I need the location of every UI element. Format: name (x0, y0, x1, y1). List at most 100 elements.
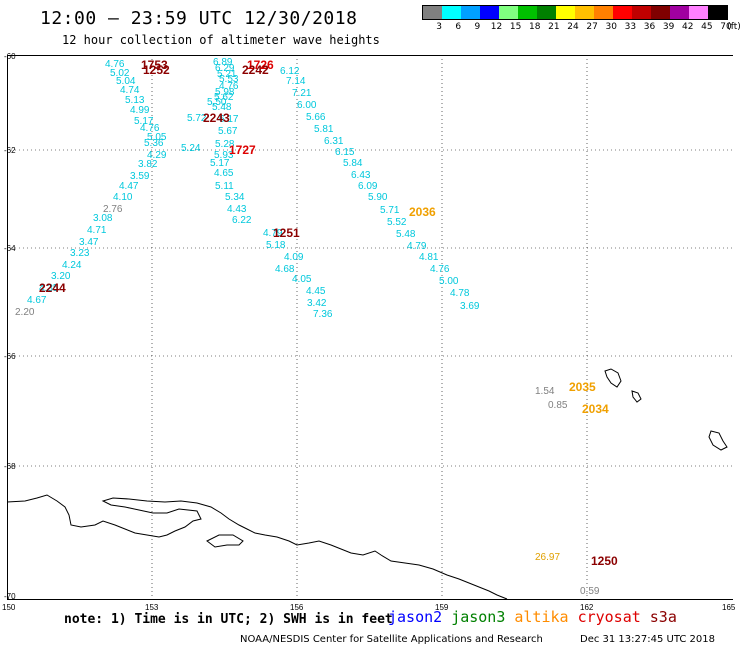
wave-height-value: 4.05 (292, 274, 312, 285)
wave-height-value: 4.99 (130, 105, 150, 116)
lon-label: 150 (2, 603, 16, 612)
wave-height-value: 0.59 (580, 586, 600, 597)
wave-height-value: 4.81 (419, 252, 439, 263)
wave-height-value: 5.11 (215, 181, 234, 192)
pass-time-label: 2034 (582, 402, 609, 416)
wave-height-value: 5.50 (207, 97, 227, 108)
wave-height-value: 5.48 (396, 229, 416, 240)
wave-height-value: 3.20 (51, 271, 71, 282)
lat-label: -64 (4, 244, 16, 253)
legend-tick-label: 3 (436, 22, 442, 32)
legend-tick-label: 42 (682, 22, 694, 32)
wave-height-value: 6.43 (351, 170, 371, 181)
wave-height-value: 4.79 (263, 228, 283, 239)
legend-unit-label: (ft) (727, 22, 740, 32)
lat-label: -66 (4, 352, 16, 361)
wave-height-value: 4.76 (105, 59, 125, 70)
legend-swatch (537, 6, 556, 19)
satellite-legend: jason2 jason3 altika cryosat s3a (388, 608, 686, 626)
legend-swatch (594, 6, 613, 19)
pass-time-label: 2242 (242, 63, 269, 77)
legend-swatch (423, 6, 442, 19)
island-shape (708, 430, 728, 451)
wave-height-value: 4.67 (27, 295, 47, 306)
wave-height-value: 5.84 (343, 158, 363, 169)
wave-height-value: 6.12 (280, 66, 300, 77)
wave-height-map: 4.765.025.044.745.134.995.174.765.055.36… (7, 55, 733, 600)
pass-time-label: 1753 (141, 58, 168, 72)
wave-height-value: 5.02 (110, 68, 130, 79)
pass-time-label: 2035 (569, 380, 596, 394)
lon-label: 159 (435, 603, 449, 612)
legend-swatch (556, 6, 575, 19)
satellite-legend-item: s3a (649, 608, 677, 626)
wave-height-value: 3.47 (79, 237, 99, 248)
pass-time-label: 1252 (143, 63, 170, 77)
wave-height-value: 5.72 (187, 113, 207, 124)
wave-height-value: 6.89 (213, 57, 233, 68)
wave-height-value: 5.53 (219, 74, 239, 85)
legend-swatch (670, 6, 689, 19)
wave-height-value: 5.93 (214, 150, 234, 161)
wave-height-value: 5.62 (214, 92, 234, 103)
island-shape (631, 390, 642, 403)
legend-tick-label: 21 (548, 22, 560, 32)
wave-height-value: 5.34 (225, 192, 245, 203)
legend-swatch (442, 6, 461, 19)
wave-height-value: 1.54 (535, 386, 555, 397)
wave-height-value: 5.17 (134, 116, 154, 127)
wave-height-value: 4.29 (147, 150, 167, 161)
legend-tick-labels: 3 6 9 12 15 18 21 24 27 30 33 36 39 42 45 70 (ft) (422, 20, 740, 34)
pass-time-label: 2244 (39, 281, 66, 295)
legend-tick-label: 6 (455, 22, 462, 32)
pass-time-label: 1250 (591, 554, 618, 568)
wave-height-value: 4.10 (113, 192, 133, 203)
wave-height-value: 5.21 (217, 69, 237, 80)
generated-timestamp: Dec 31 13:27:45 UTC 2018 (580, 634, 715, 645)
legend-tick-label: 39 (662, 22, 675, 32)
wave-height-value: 3.23 (70, 248, 90, 259)
lon-label: 165 (722, 603, 736, 612)
wave-height-value: 2.20 (15, 307, 35, 318)
wave-height-value: 7.21 (292, 88, 312, 99)
lon-label: 153 (145, 603, 159, 612)
wave-height-value: 5.81 (314, 124, 334, 135)
satellite-legend-item: cryosat (577, 608, 641, 626)
wave-height-value: 5.24 (181, 143, 201, 154)
wave-height-value: 6.29 (215, 63, 235, 74)
wave-height-value: 7.36 (313, 309, 333, 320)
pass-time-label: 2243 (203, 111, 230, 125)
wave-height-value: 5.13 (125, 95, 145, 106)
wave-height-value: 26.97 (535, 552, 560, 563)
wave-height-value: 5.17 (210, 158, 230, 169)
wave-height-value: 4.45 (306, 286, 326, 297)
wave-height-value: 3.42 (307, 298, 327, 309)
lat-label: -70 (4, 592, 16, 601)
map-title: 12:00 – 23:59 UTC 12/30/2018 (40, 8, 358, 29)
legend-swatch (480, 6, 499, 19)
legend-tick-label: 24 (567, 22, 579, 32)
color-scale-legend: 3 6 9 12 15 18 21 24 27 30 33 36 39 42 45 70 (ft) (422, 5, 740, 34)
legend-tick-label: 15 (509, 22, 522, 32)
legend-tick-label: 18 (529, 22, 541, 32)
wave-height-value: 3.69 (460, 301, 480, 312)
legend-swatch (689, 6, 708, 19)
wave-height-value: 0.85 (548, 400, 568, 411)
legend-swatch (708, 6, 727, 19)
wave-height-value: 4.71 (87, 225, 107, 236)
wave-height-value: 6.15 (335, 147, 355, 158)
legend-swatch (518, 6, 537, 19)
satellite-legend-item: altika (514, 608, 569, 626)
wave-height-value: 4.68 (275, 264, 295, 275)
wave-height-value: 5.28 (215, 139, 235, 150)
wave-height-value: 7.14 (286, 76, 306, 87)
legend-tick-label: 70 (720, 22, 732, 32)
wave-height-value: 4.76 (140, 123, 160, 134)
pass-time-label: 1726 (247, 58, 274, 72)
wave-height-value: 3.82 (138, 159, 158, 170)
satellite-legend-item: jason2 (388, 608, 443, 626)
lat-label: -68 (4, 462, 16, 471)
wave-height-value: 5.04 (116, 76, 136, 87)
